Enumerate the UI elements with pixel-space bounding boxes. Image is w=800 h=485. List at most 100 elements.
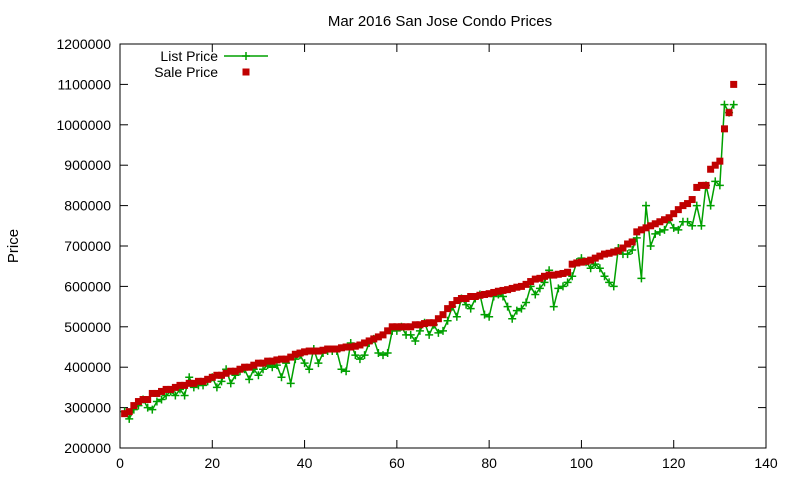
sale-price-point	[365, 337, 373, 345]
sale-price-point	[264, 357, 272, 365]
sale-price-point	[310, 347, 318, 355]
sale-price-point	[250, 361, 258, 369]
sale-price-point	[656, 218, 664, 226]
list-price-point	[600, 272, 609, 281]
sale-price-point	[162, 385, 170, 393]
list-price-point	[692, 201, 701, 210]
list-price-point	[379, 351, 388, 360]
sale-price-point	[347, 343, 355, 351]
list-price-point	[171, 391, 180, 400]
list-price-point	[406, 330, 415, 339]
sale-price-point	[647, 222, 655, 230]
sale-price-point	[254, 359, 262, 367]
sale-price-point	[134, 398, 142, 406]
y-tick-label: 1100000	[58, 76, 112, 92]
list-price-point	[660, 225, 669, 234]
list-price-point	[355, 355, 364, 364]
list-price-point	[485, 312, 494, 321]
sale-price-point	[245, 363, 253, 371]
sale-price-point	[397, 323, 405, 331]
sale-price-point	[171, 383, 179, 391]
sale-price-point	[278, 355, 285, 363]
sale-price-point	[287, 353, 295, 361]
list-price-point	[443, 316, 452, 325]
list-price-point	[535, 284, 544, 293]
sale-price-point	[508, 284, 516, 292]
sale-price-point	[610, 248, 618, 256]
list-price-point	[669, 223, 678, 232]
sale-price-point	[582, 257, 590, 265]
sale-price-point	[434, 315, 442, 323]
list-price-point	[152, 397, 161, 406]
y-axis-label: Price	[5, 229, 22, 263]
sale-price-point	[462, 295, 470, 303]
sale-price-point	[324, 345, 332, 353]
sale-price-point	[453, 297, 461, 305]
y-tick-label: 600000	[64, 278, 111, 294]
sale-price-point	[301, 348, 309, 356]
list-price-point	[425, 330, 434, 339]
list-price-point	[563, 278, 572, 287]
y-tick-label: 900000	[64, 157, 111, 173]
sale-price-point	[370, 335, 378, 343]
list-price-point	[180, 391, 189, 400]
sale-price-point	[499, 286, 507, 294]
legend-marker-list-price	[242, 52, 250, 60]
axes: 200000 300000 400000 500000 600000 700000 8000…	[56, 36, 777, 471]
sale-price-point	[351, 342, 359, 350]
sale-price-point	[328, 345, 336, 353]
sale-price-point	[314, 347, 322, 355]
sale-price-point	[485, 290, 493, 298]
sale-price-point	[619, 244, 627, 252]
list-price-point	[522, 298, 531, 307]
sale-price-point	[393, 323, 401, 331]
list-price-point	[683, 217, 692, 226]
sale-price-point	[388, 323, 396, 331]
list-price-point	[568, 272, 577, 281]
sale-price-point	[707, 165, 715, 173]
sale-price-point	[222, 369, 230, 377]
list-price-point	[642, 201, 651, 210]
sale-price-point	[720, 125, 728, 133]
sale-price-point	[185, 379, 193, 387]
y-tick-label: 200000	[64, 440, 111, 456]
x-tick-label: 0	[116, 455, 124, 471]
list-price-point	[697, 221, 706, 230]
x-tick-label: 140	[754, 455, 778, 471]
list-price-point	[637, 274, 646, 283]
sale-price-point	[153, 389, 161, 397]
sale-price-point	[208, 373, 216, 381]
sale-price-point	[125, 408, 133, 416]
list-price-point	[277, 373, 286, 382]
sale-price-point	[374, 333, 382, 341]
sale-price-point	[241, 363, 249, 371]
list-price-point	[342, 367, 351, 376]
legend-marker-sale-price	[242, 68, 250, 76]
list-price-point	[286, 379, 295, 388]
sale-price-point	[167, 385, 175, 393]
list-price-point	[586, 264, 595, 273]
x-tick-label: 40	[297, 455, 313, 471]
list-price-point	[503, 302, 512, 311]
list-price-point	[466, 304, 475, 313]
sale-price-point	[190, 379, 198, 387]
sale-price-point	[305, 347, 313, 355]
sale-price-point	[531, 275, 539, 283]
list-price-point	[212, 383, 221, 392]
sale-price-point	[425, 319, 433, 327]
list-price-point	[245, 375, 254, 384]
sale-price-point	[536, 274, 544, 282]
sale-price-point	[199, 377, 207, 385]
list-price-point	[558, 282, 567, 291]
sale-price-point	[513, 283, 521, 291]
list-price-point	[595, 264, 604, 273]
sale-price-point	[517, 282, 525, 290]
list-price-point	[360, 351, 369, 360]
sale-price-point	[356, 341, 364, 349]
list-price-point	[531, 290, 540, 299]
sale-price-point	[660, 216, 668, 224]
sale-price-point	[554, 270, 562, 278]
list-price-point	[674, 225, 683, 234]
